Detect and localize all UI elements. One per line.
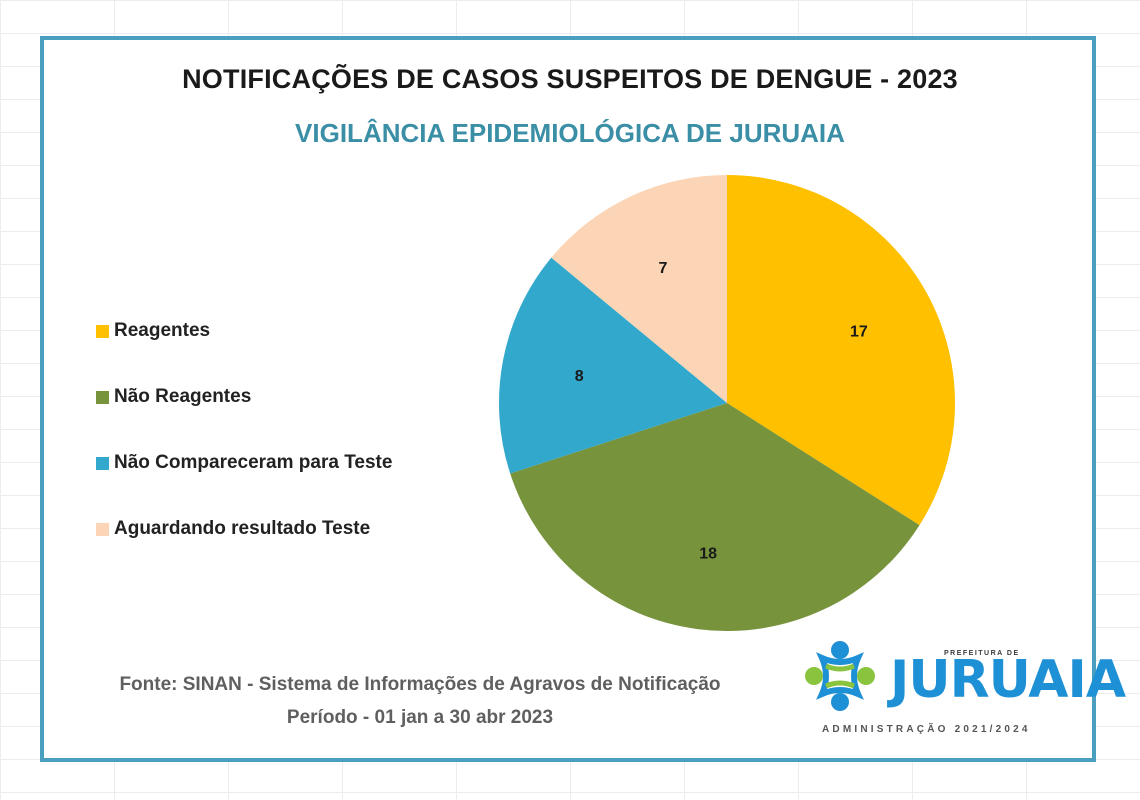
source-text: Fonte: SINAN - Sistema de Informações de… bbox=[119, 674, 721, 695]
legend-item-aguardando: Aguardando resultado Teste bbox=[96, 496, 392, 562]
chart-title: NOTIFICAÇÕES DE CASOS SUSPEITOS DE DENGU… bbox=[182, 64, 958, 94]
legend-label: Aguardando resultado Teste bbox=[114, 518, 371, 539]
legend-item-nao-compareceram: Não Compareceram para Teste bbox=[96, 430, 392, 496]
logo-emblem-icon bbox=[805, 641, 875, 711]
legend-swatch bbox=[96, 456, 109, 470]
legend-item-reagentes: Reagentes bbox=[96, 298, 392, 364]
legend-label: Não Compareceram para Teste bbox=[114, 452, 393, 473]
pie-slice bbox=[727, 175, 956, 526]
legend-item-nao-reagentes: Não Reagentes bbox=[96, 364, 392, 430]
legend-label: Reagentes bbox=[114, 320, 211, 341]
logo-top-text: PREFEITURA DE bbox=[944, 650, 1020, 657]
pie-slice-label: 18 bbox=[699, 545, 717, 562]
logo-wordmark: JURUAIA bbox=[890, 650, 1126, 710]
legend-swatch bbox=[96, 522, 109, 536]
pie-slice-label: 7 bbox=[658, 260, 667, 277]
chart-subtitle: VIGILÂNCIA EPIDEMIOLÓGICA DE JURUAIA bbox=[295, 118, 845, 148]
chart-legend: Reagentes Não Reagentes Não Compareceram… bbox=[96, 298, 392, 562]
juruaia-logo: PREFEITURA DE JURUAIA ADMINISTRAÇÃO 2021… bbox=[800, 636, 1126, 748]
period-text: Período - 01 jan a 30 abr 2023 bbox=[286, 707, 554, 728]
legend-swatch bbox=[96, 390, 109, 404]
legend-label: Não Reagentes bbox=[114, 386, 252, 407]
logo-admin-text: ADMINISTRAÇÃO 2021/2024 bbox=[822, 724, 1031, 735]
legend-swatch bbox=[96, 324, 109, 338]
pie-slice bbox=[510, 403, 920, 632]
pie-slice bbox=[499, 257, 727, 474]
pie-slice bbox=[551, 175, 727, 403]
footer-source: Fonte: SINAN - Sistema de Informações de… bbox=[60, 668, 780, 734]
pie-slice-label: 8 bbox=[575, 368, 584, 385]
pie-slice-label: 17 bbox=[850, 324, 868, 341]
